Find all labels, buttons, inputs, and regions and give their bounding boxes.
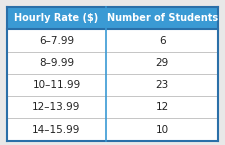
Bar [106, 52, 218, 74]
Bar [106, 118, 218, 141]
Bar [106, 7, 218, 29]
Bar [7, 7, 106, 29]
Text: 10–11.99: 10–11.99 [32, 80, 81, 90]
Text: 6–7.99: 6–7.99 [39, 36, 74, 46]
Text: 12: 12 [155, 102, 169, 112]
Text: Number of Students: Number of Students [107, 13, 218, 23]
Bar [7, 74, 106, 96]
Text: Hourly Rate ($): Hourly Rate ($) [14, 13, 99, 23]
Text: 12–13.99: 12–13.99 [32, 102, 81, 112]
Text: 6: 6 [159, 36, 166, 46]
Bar [106, 74, 218, 96]
Bar [7, 96, 106, 118]
Text: 10: 10 [156, 125, 169, 135]
Bar [106, 96, 218, 118]
Bar [106, 29, 218, 52]
Bar [7, 29, 106, 52]
Text: 29: 29 [155, 58, 169, 68]
Bar [7, 52, 106, 74]
Text: 14–15.99: 14–15.99 [32, 125, 81, 135]
Text: 23: 23 [155, 80, 169, 90]
Bar [7, 118, 106, 141]
Text: 8–9.99: 8–9.99 [39, 58, 74, 68]
